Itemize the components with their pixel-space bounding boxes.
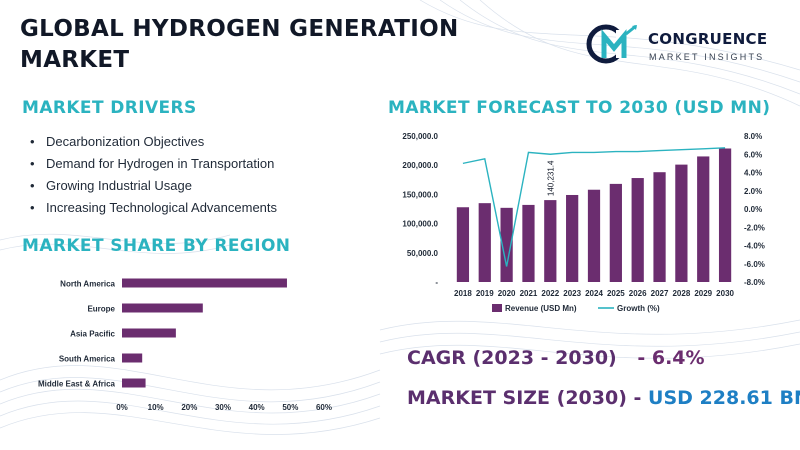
x-tick-label: 2030 [716, 289, 734, 298]
region-tick-label: Europe [87, 305, 115, 314]
bullet-icon: • [30, 178, 35, 193]
region-bar [122, 328, 176, 338]
market-size-value: USD 228.61 BN [648, 387, 800, 409]
y-left-tick-label: 50,000.0 [407, 249, 439, 258]
x-tick-label: 10% [148, 403, 164, 412]
revenue-bar [609, 183, 622, 282]
x-tick-label: 2022 [541, 289, 559, 298]
list-item: • Demand for Hydrogen in Transportation [30, 153, 277, 175]
forecast-title: MARKET FORECAST TO 2030 (USD MN) [388, 98, 771, 118]
region-tick-label: North America [60, 280, 115, 289]
logo-name: CONGRUENCE [648, 30, 768, 48]
driver-text: Decarbonization Objectives [46, 134, 205, 149]
x-tick-label: 20% [181, 403, 197, 412]
legend-label-growth: Growth (%) [617, 304, 660, 313]
revenue-bar [631, 178, 644, 282]
x-tick-label: 2024 [585, 289, 603, 298]
forecast-chart: - 50,000.0 100,000.0 150,000.0 200,000.0 250,… [402, 132, 765, 313]
x-tick-label: 2018 [454, 289, 472, 298]
x-tick-label: 2025 [607, 289, 625, 298]
x-tick-label: 2019 [476, 289, 494, 298]
y-left-tick-label: 150,000.0 [402, 190, 438, 199]
growth-line [462, 147, 726, 267]
y-left-tick-label: 100,000.0 [402, 220, 438, 229]
cagr-value: - 6.4% [637, 347, 705, 369]
revenue-bar [544, 200, 557, 282]
revenue-bar [522, 204, 535, 282]
x-tick-label: 2028 [672, 289, 690, 298]
revenue-bar [500, 207, 513, 282]
revenue-bar [478, 203, 491, 282]
page-title-line-2: MARKET [20, 47, 130, 73]
y-right-tick-label: 8.0% [744, 132, 762, 141]
revenue-bar [456, 207, 470, 282]
region-bar [122, 353, 143, 363]
legend-label-revenue: Revenue (USD Mn) [505, 304, 577, 313]
region-share-chart: North America Europe Asia Pacific South Ame… [38, 278, 332, 412]
x-tick-label: 60% [316, 403, 332, 412]
y-left-tick-label: - [435, 278, 438, 287]
y-right-tick-label: 0.0% [744, 205, 762, 214]
market-size-separator: - [633, 387, 642, 409]
x-tick-label: 40% [249, 403, 265, 412]
revenue-bar [697, 156, 710, 282]
y-right-tick-label: 2.0% [744, 187, 762, 196]
legend-swatch-revenue [492, 304, 502, 312]
bullet-icon: • [30, 134, 35, 149]
cm-monogram-logo-icon [586, 24, 637, 64]
y-right-tick-label: -4.0% [744, 242, 765, 251]
bullet-icon: • [30, 200, 35, 215]
drivers-title: MARKET DRIVERS [22, 98, 197, 118]
revenue-bar [675, 164, 688, 282]
region-bar [122, 278, 287, 288]
y-left-tick-label: 200,000.0 [402, 161, 438, 170]
revenue-bar [653, 172, 666, 282]
region-tick-label: South America [59, 355, 116, 364]
region-tick-label: Asia Pacific [70, 330, 115, 339]
region-bar [122, 303, 203, 313]
drivers-list: • Decarbonization Objectives • Demand for … [30, 131, 277, 219]
bullet-icon: • [30, 156, 35, 171]
market-size-stat: MARKET SIZE (2030) - USD 228.61 BN [407, 387, 800, 409]
region-bar [122, 378, 146, 388]
x-tick-label: 2020 [498, 289, 516, 298]
y-right-tick-label: 4.0% [744, 169, 762, 178]
region-share-title: MARKET SHARE BY REGION [22, 236, 291, 256]
revenue-bar [718, 148, 732, 282]
y-right-tick-label: -8.0% [744, 278, 765, 287]
region-tick-label: Middle East & Africa [38, 380, 116, 389]
x-tick-label: 2021 [520, 289, 538, 298]
data-label: 140,231.4 [546, 160, 555, 196]
y-right-tick-label: 6.0% [744, 150, 762, 159]
x-tick-label: 50% [282, 403, 298, 412]
x-tick-label: 2027 [651, 289, 669, 298]
y-right-tick-label: -6.0% [744, 260, 765, 269]
driver-text: Demand for Hydrogen in Transportation [46, 156, 275, 171]
x-tick-label: 2023 [563, 289, 581, 298]
list-item: • Decarbonization Objectives [30, 131, 277, 153]
cagr-label: CAGR (2023 - 2030) [407, 347, 617, 369]
logo-tagline: MARKET INSIGHTS [649, 52, 765, 62]
x-tick-label: 2029 [694, 289, 712, 298]
x-tick-label: 30% [215, 403, 231, 412]
driver-text: Increasing Technological Advancements [46, 200, 278, 215]
cagr-stat: CAGR (2023 - 2030) - 6.4% [407, 347, 705, 369]
page-title-line-1: GLOBAL HYDROGEN GENERATION [20, 16, 459, 42]
revenue-bar [587, 189, 601, 282]
x-tick-label: 2026 [629, 289, 647, 298]
y-right-tick-label: -2.0% [744, 223, 765, 232]
y-left-tick-label: 250,000.0 [402, 132, 438, 141]
company-logo: CONGRUENCE MARKET INSIGHTS [586, 22, 786, 70]
page-title: GLOBAL HYDROGEN GENERATION MARKET [20, 14, 500, 76]
list-item: • Growing Industrial Usage [30, 175, 277, 197]
revenue-bar [566, 194, 579, 282]
market-size-label: MARKET SIZE (2030) [407, 387, 627, 409]
list-item: • Increasing Technological Advancements [30, 197, 277, 219]
x-tick-label: 0% [116, 403, 128, 412]
driver-text: Growing Industrial Usage [46, 178, 192, 193]
